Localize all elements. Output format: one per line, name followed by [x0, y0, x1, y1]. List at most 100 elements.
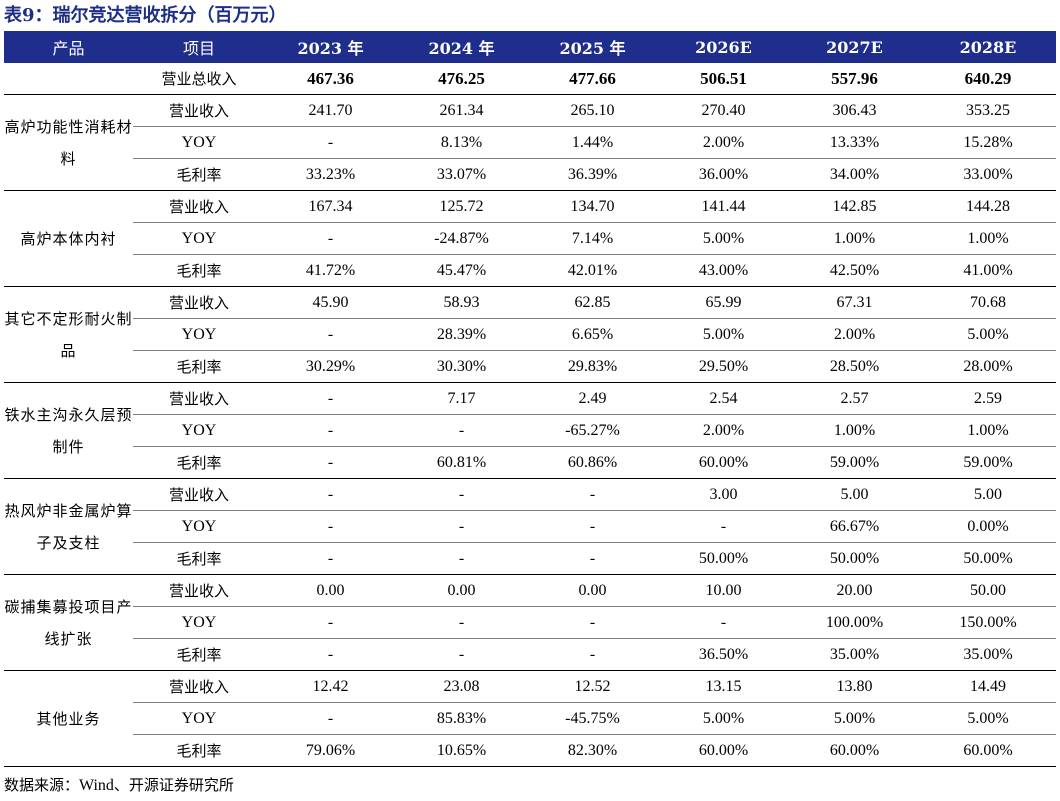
value-cell: 30.29% — [265, 350, 396, 383]
metric-label: 营业收入 — [133, 286, 265, 319]
value-cell: 2.54 — [658, 382, 789, 415]
header-product: 产品 — [4, 31, 133, 63]
value-cell: 477.66 — [527, 63, 658, 95]
value-cell: 12.52 — [527, 670, 658, 703]
metric-label: 营业收入 — [133, 382, 265, 415]
value-cell: 33.00% — [920, 158, 1056, 191]
value-cell: 45.47% — [396, 254, 527, 287]
metric-label: 营业收入 — [133, 94, 265, 127]
value-cell: - — [265, 638, 396, 671]
source-prefix: 数据来源： — [4, 776, 80, 794]
value-cell: 6.65% — [527, 318, 658, 351]
value-cell: 5.00 — [789, 478, 920, 511]
value-cell: - — [396, 542, 527, 575]
value-cell: 0.00 — [396, 574, 527, 607]
table-row: 毛利率 33.23% 33.07% 36.39% 36.00% 34.00% 33.00% — [4, 158, 1056, 191]
table-row: YOY -8.13% 1.44% 2.00% 13.33% 15.28% — [4, 126, 1056, 159]
value-cell: 5.00% — [920, 702, 1056, 735]
value-cell: 14.49 — [920, 670, 1056, 703]
value-cell: 2.00% — [658, 414, 789, 447]
value-cell: 1.00% — [920, 414, 1056, 447]
value-cell: - — [265, 126, 396, 159]
value-cell: 82.30% — [527, 734, 658, 767]
source-suffix: 、开源证券研究所 — [113, 776, 234, 794]
value-cell: 33.07% — [396, 158, 527, 191]
value-cell: 34.00% — [789, 158, 920, 191]
value-cell: 7.14% — [527, 222, 658, 255]
value-cell: 60.81% — [396, 446, 527, 479]
table-row: 毛利率 -60.81% 60.86% 60.00% 59.00% 59.00% — [4, 446, 1056, 479]
value-cell: 41.00% — [920, 254, 1056, 287]
value-cell: - — [527, 510, 658, 543]
value-cell: 0.00% — [920, 510, 1056, 543]
value-cell: 10.00 — [658, 574, 789, 607]
header-year: 2024 年 — [396, 31, 527, 63]
metric-label: YOY — [133, 702, 265, 735]
value-cell: 50.00% — [920, 542, 1056, 575]
value-cell: - — [265, 446, 396, 479]
value-cell: 60.00% — [658, 446, 789, 479]
value-cell: 85.83% — [396, 702, 527, 735]
value-cell: 144.28 — [920, 190, 1056, 223]
metric-label: 营业收入 — [133, 190, 265, 223]
value-cell: 41.72% — [265, 254, 396, 287]
value-cell: - — [265, 606, 396, 639]
table-row: YOY - -24.87% 7.14% 5.00% 1.00% 1.00% — [4, 222, 1056, 255]
table-row: 碳捕集募投项目产线扩张 营业收入 0.00 0.00 0.00 10.00 20.00 50.… — [4, 574, 1056, 671]
table-row: 毛利率 41.72% 45.47% 42.01% 43.00% 42.50% 41.00% — [4, 254, 1056, 287]
table-row: 毛利率 30.29% 30.30% 29.83% 29.50% 28.50% 28.00% — [4, 350, 1056, 383]
value-cell: 33.23% — [265, 158, 396, 191]
value-cell: 45.90 — [265, 286, 396, 319]
value-cell: 134.70 — [527, 190, 658, 223]
value-cell: 12.42 — [265, 670, 396, 703]
metric-label: 毛利率 — [133, 158, 265, 191]
header-row: 产品 项目 2023 年 2024 年 2025 年 2026E 2027E 2… — [4, 31, 1056, 63]
value-cell: 58.93 — [396, 286, 527, 319]
value-cell: 5.00% — [658, 318, 789, 351]
revenue-breakdown-table: 产品 项目 2023 年 2024 年 2025 年 2026E 2027E 2… — [4, 31, 1056, 767]
header-year: 2028E — [920, 31, 1056, 63]
value-cell: 2.57 — [789, 382, 920, 415]
value-cell: 42.01% — [527, 254, 658, 287]
value-cell: 141.44 — [658, 190, 789, 223]
value-cell: 50.00 — [920, 574, 1056, 607]
value-cell: - — [265, 382, 396, 415]
value-cell: 0.00 — [527, 574, 658, 607]
value-cell: 2.49 — [527, 382, 658, 415]
product-name: 高炉功能性消耗材料 — [4, 94, 133, 191]
value-cell: 67.31 — [789, 286, 920, 319]
table-row: YOY - - -65.27% 2.00% 1.00% 1.00% — [4, 414, 1056, 447]
empty-cell — [4, 63, 133, 95]
header-year: 2025 年 — [527, 31, 658, 63]
metric-label: 毛利率 — [133, 254, 265, 287]
value-cell: 60.00% — [789, 734, 920, 767]
value-cell: 15.28% — [920, 126, 1056, 159]
table-row: YOY - - - -100.00% 150.00% — [4, 606, 1056, 639]
table-row: 热风炉非金属炉算子及支柱 营业收入 - - -3.00 5.00 5.00 — [4, 478, 1056, 575]
metric-label: 营业收入 — [133, 574, 265, 607]
value-cell: 2.00% — [789, 318, 920, 351]
table-row: YOY -28.39% 6.65% 5.00% 2.00% 5.00% — [4, 318, 1056, 351]
value-cell: - — [396, 606, 527, 639]
value-cell: 270.40 — [658, 94, 789, 127]
value-cell: 65.99 — [658, 286, 789, 319]
product-name: 铁水主沟永久层预制件 — [4, 382, 133, 479]
value-cell: -45.75% — [527, 702, 658, 735]
value-cell: 261.34 — [396, 94, 527, 127]
value-cell: 62.85 — [527, 286, 658, 319]
product-name: 其它不定形耐火制品 — [4, 286, 133, 383]
metric-label: 营业收入 — [133, 478, 265, 511]
value-cell: 59.00% — [789, 446, 920, 479]
value-cell: 353.25 — [920, 94, 1056, 127]
product-name: 其他业务 — [4, 670, 133, 767]
value-cell: 50.00% — [789, 542, 920, 575]
value-cell: 467.36 — [265, 63, 396, 95]
source-vendor: Wind — [79, 777, 114, 794]
value-cell: 100.00% — [789, 606, 920, 639]
product-name: 热风炉非金属炉算子及支柱 — [4, 478, 133, 575]
metric-label: YOY — [133, 318, 265, 351]
value-cell: 35.00% — [920, 638, 1056, 671]
metric-label: YOY — [133, 414, 265, 447]
value-cell: 13.80 — [789, 670, 920, 703]
value-cell: 60.86% — [527, 446, 658, 479]
